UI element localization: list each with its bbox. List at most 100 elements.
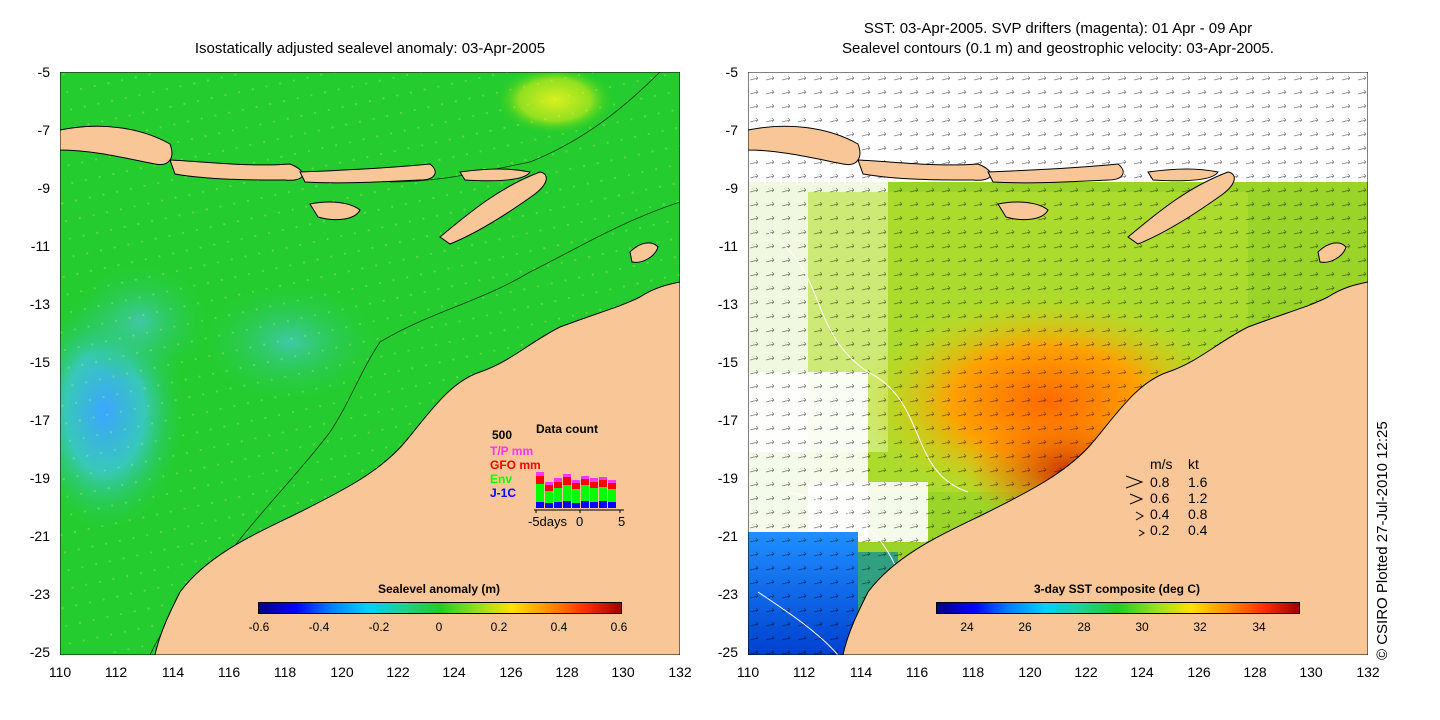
right-map-title-line2: Sealevel contours (0.1 m) and geostrophi… bbox=[842, 40, 1274, 57]
y-tick: -25 bbox=[29, 644, 50, 660]
vel-ms-0: 0.8 bbox=[1150, 474, 1170, 490]
x-tick: 122 bbox=[386, 664, 410, 680]
island-flores bbox=[299, 163, 436, 184]
data-count-xlabel-end: 5 bbox=[618, 514, 626, 529]
y-tick: -9 bbox=[725, 180, 738, 196]
x-tick: 118 bbox=[961, 664, 985, 680]
y-tick: -17 bbox=[29, 412, 50, 428]
island-sumba bbox=[309, 201, 361, 221]
island-timor bbox=[439, 171, 547, 245]
legend-j1c: J-1C bbox=[490, 486, 517, 500]
cbar-label: 0 bbox=[435, 620, 443, 634]
legend-tp: T/P mm bbox=[490, 444, 534, 458]
x-tick: 120 bbox=[1018, 664, 1042, 680]
sealevel-anomaly-map bbox=[60, 72, 680, 655]
x-tick: 132 bbox=[1356, 664, 1380, 680]
data-count-bars bbox=[534, 472, 624, 513]
x-tick: 122 bbox=[1074, 664, 1098, 680]
data-count-title: Data count bbox=[536, 422, 599, 436]
vel-ms-3: 0.2 bbox=[1150, 522, 1170, 538]
cbar-label: 32 bbox=[1193, 620, 1207, 634]
sla-colorbar-title: Sealevel anomaly (m) bbox=[377, 582, 501, 596]
y-tick: -13 bbox=[717, 296, 738, 312]
island-tanimbar bbox=[1317, 242, 1347, 263]
cbar-label: 0.6 bbox=[610, 620, 628, 634]
vel-kt-1: 1.2 bbox=[1188, 490, 1208, 506]
sst-colorbar bbox=[936, 602, 1300, 614]
island-lombok-sumbawa bbox=[857, 159, 991, 181]
island-tanimbar bbox=[629, 242, 659, 263]
x-tick: 120 bbox=[330, 664, 354, 680]
cbar-label: -0.2 bbox=[368, 620, 390, 634]
cbar-label: 30 bbox=[1135, 620, 1149, 634]
legend-env: Env bbox=[490, 472, 513, 486]
y-tick: -19 bbox=[29, 470, 50, 486]
island-flores bbox=[987, 163, 1124, 184]
vel-arrow-0-8 bbox=[1125, 475, 1144, 489]
vel-arrow-0-4 bbox=[1135, 511, 1145, 521]
x-tick: 110 bbox=[48, 664, 72, 680]
vel-arrow-0-6 bbox=[1129, 493, 1144, 505]
vel-kt-2: 0.8 bbox=[1188, 506, 1208, 522]
x-tick: 116 bbox=[217, 664, 241, 680]
y-tick: -25 bbox=[717, 644, 738, 660]
x-tick: 118 bbox=[273, 664, 297, 680]
x-tick: 112 bbox=[792, 664, 816, 680]
vel-header-kt: kt bbox=[1188, 456, 1199, 472]
x-tick: 112 bbox=[104, 664, 128, 680]
island-timor bbox=[1127, 171, 1235, 245]
data-count-xlabel-start: -5days bbox=[528, 514, 568, 529]
island-lombok-sumbawa bbox=[169, 159, 303, 181]
y-tick: -19 bbox=[717, 470, 738, 486]
y-tick: -21 bbox=[717, 528, 738, 544]
island-sumba bbox=[997, 201, 1049, 221]
y-tick: -5 bbox=[725, 64, 738, 80]
x-tick: 114 bbox=[849, 664, 873, 680]
data-count-xlabel-zero: 0 bbox=[576, 514, 584, 529]
copyright-credit: © CSIRO Plotted 27-Jul-2010 12:25 bbox=[1374, 421, 1391, 660]
cbar-label: 0.2 bbox=[490, 620, 508, 634]
x-tick: 110 bbox=[736, 664, 760, 680]
australia-land bbox=[154, 281, 680, 655]
vel-ms-2: 0.4 bbox=[1150, 506, 1170, 522]
x-tick: 128 bbox=[555, 664, 579, 680]
y-tick: -5 bbox=[37, 64, 50, 80]
y-tick: -7 bbox=[37, 122, 50, 138]
legend-gfo: GFO mm bbox=[490, 458, 541, 472]
right-map-title-line1: SST: 03-Apr-2005. SVP drifters (magenta)… bbox=[863, 20, 1253, 37]
x-tick: 128 bbox=[1243, 664, 1267, 680]
y-tick: -23 bbox=[29, 586, 50, 602]
sst-map bbox=[748, 72, 1368, 655]
island-wetar bbox=[459, 168, 531, 182]
cbar-label: -0.6 bbox=[248, 620, 270, 634]
sla-colorbar bbox=[258, 602, 622, 614]
cbar-label: -0.4 bbox=[308, 620, 330, 634]
data-count-max: 500 bbox=[492, 428, 513, 442]
cbar-label: 26 bbox=[1018, 620, 1032, 634]
vel-header-ms: m/s bbox=[1150, 456, 1173, 472]
y-tick: -15 bbox=[717, 354, 738, 370]
cbar-label: 34 bbox=[1252, 620, 1266, 634]
vel-arrow-0-2 bbox=[1138, 529, 1145, 537]
y-tick: -13 bbox=[29, 296, 50, 312]
y-tick: -9 bbox=[37, 180, 50, 196]
cbar-label: 28 bbox=[1077, 620, 1091, 634]
x-tick: 116 bbox=[905, 664, 929, 680]
vel-ms-1: 0.6 bbox=[1150, 490, 1170, 506]
y-tick: -23 bbox=[717, 586, 738, 602]
sst-contours bbox=[757, 231, 969, 655]
island-wetar bbox=[1147, 168, 1219, 182]
y-tick: -15 bbox=[29, 354, 50, 370]
y-tick: -21 bbox=[29, 528, 50, 544]
y-tick: -11 bbox=[30, 238, 50, 254]
australia-land bbox=[842, 281, 1368, 655]
vel-kt-0: 1.6 bbox=[1188, 474, 1208, 490]
x-tick: 124 bbox=[442, 664, 466, 680]
x-tick: 130 bbox=[611, 664, 635, 680]
x-tick: 124 bbox=[1130, 664, 1154, 680]
x-tick: 130 bbox=[1299, 664, 1323, 680]
x-tick: 114 bbox=[161, 664, 185, 680]
y-tick: -11 bbox=[718, 238, 738, 254]
x-tick: 126 bbox=[499, 664, 523, 680]
cbar-label: 24 bbox=[960, 620, 974, 634]
